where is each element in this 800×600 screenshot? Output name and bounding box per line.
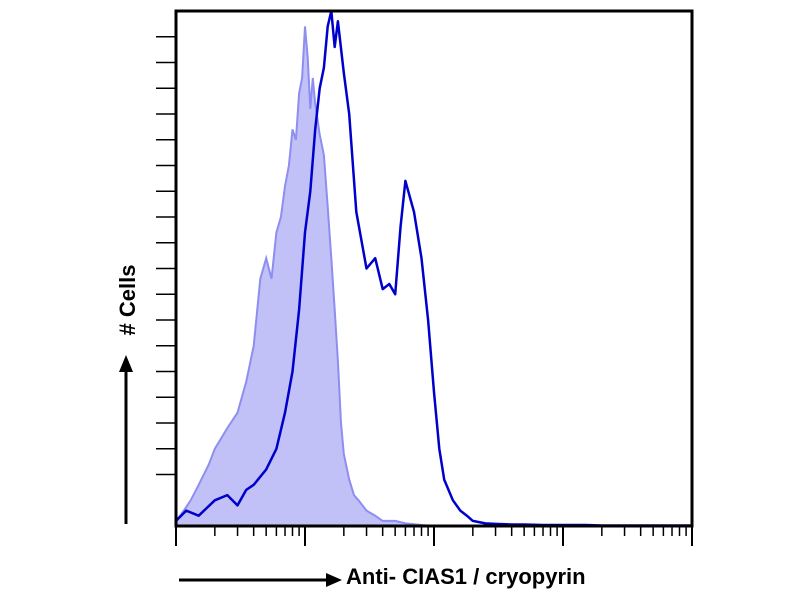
y-axis-arrow-head xyxy=(119,355,133,372)
x-axis-arrow-head xyxy=(326,573,342,587)
x-axis-label: Anti- CIAS1 / cryopyrin xyxy=(346,564,586,589)
antibody-stained-histogram xyxy=(175,9,692,527)
y-axis-label: # Cells xyxy=(115,264,140,336)
isotype-control-histogram xyxy=(175,26,435,527)
